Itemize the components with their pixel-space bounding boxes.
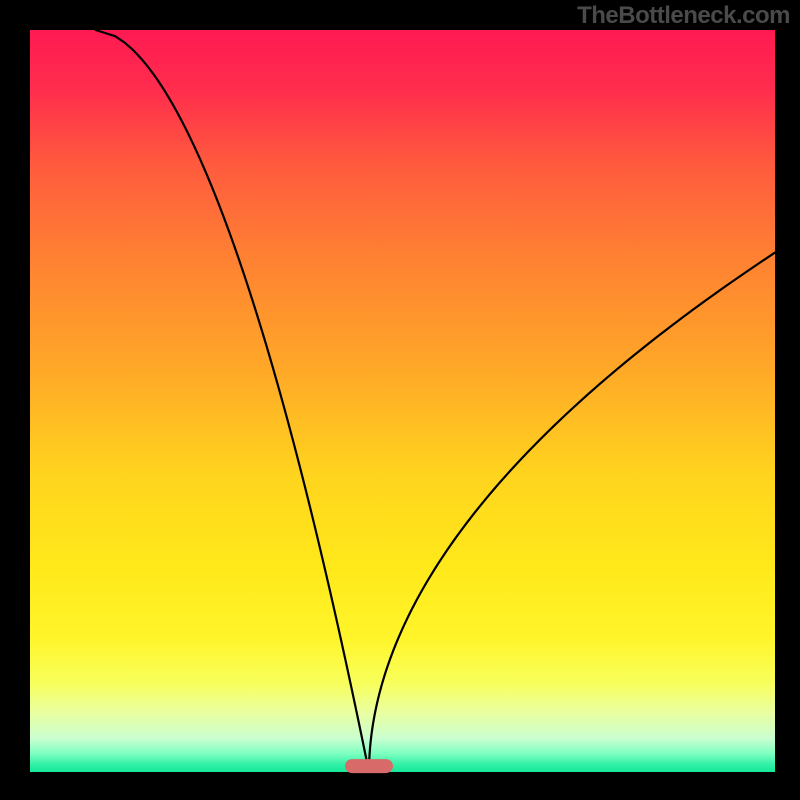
watermark-text: TheBottleneck.com bbox=[577, 2, 790, 30]
chart-container: TheBottleneck.com bbox=[0, 0, 800, 800]
chart-svg bbox=[0, 0, 800, 800]
